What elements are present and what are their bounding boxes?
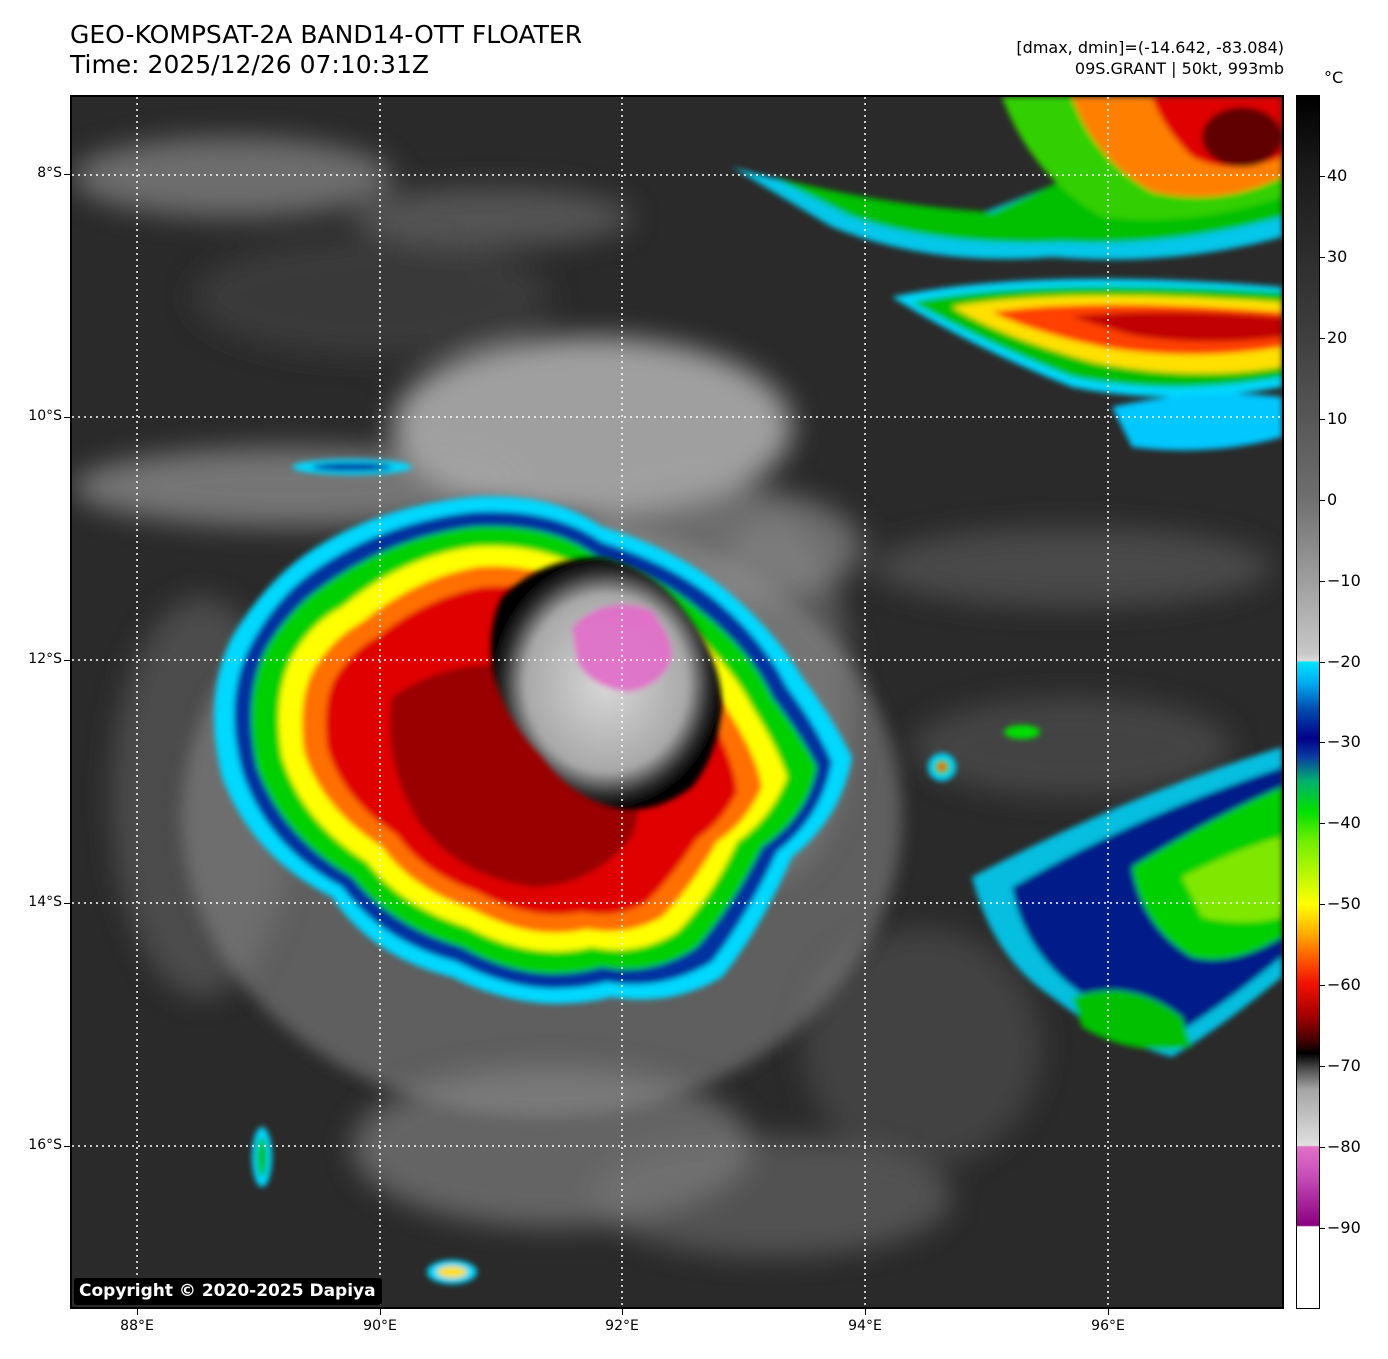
colorbar-tick-label: 10 (1327, 409, 1348, 428)
lat-label-16s: 16°S (28, 1137, 62, 1153)
lat-tick (64, 174, 70, 175)
colorbar-tick-label: −70 (1327, 1056, 1361, 1075)
temperature-colorbar (1296, 95, 1320, 1309)
lat-label-8s: 8°S (37, 165, 62, 181)
background-clouds (72, 137, 1272, 1257)
lon-label-94e: 94°E (848, 1318, 882, 1334)
lat-lon-grid (72, 97, 1282, 1307)
lon-label-92e: 92°E (605, 1318, 639, 1334)
colorbar-tick-label: −30 (1327, 732, 1361, 751)
lat-label-14s: 14°S (28, 894, 62, 910)
lat-tick (64, 903, 70, 904)
colorbar-tick (1320, 823, 1325, 824)
lat-tick (64, 417, 70, 418)
colorbar-tick (1320, 500, 1325, 501)
colorbar-tick (1320, 1228, 1325, 1229)
colorbar-tick-label: −20 (1327, 652, 1361, 671)
colorbar-tick-label: −50 (1327, 894, 1361, 913)
colorbar-tick (1320, 662, 1325, 663)
colorbar-tick-label: 40 (1327, 166, 1348, 185)
lon-tick (622, 1309, 623, 1315)
colorbar-tick (1320, 257, 1325, 258)
colorbar-unit: °C (1324, 68, 1344, 87)
colorbar-tick (1320, 581, 1325, 582)
lat-label-12s: 12°S (28, 651, 62, 667)
lon-tick (137, 1309, 138, 1315)
colorbar-tick-label: −80 (1327, 1137, 1361, 1156)
colorbar-tick-label: −40 (1327, 813, 1361, 832)
colorbar-tick (1320, 419, 1325, 420)
satellite-image-panel: Copyright © 2020-2025 Dapiya (70, 95, 1284, 1309)
central-cold-cloud-top (490, 557, 722, 810)
colorbar-tick (1320, 742, 1325, 743)
colorbar-tick (1320, 176, 1325, 177)
storm-name-intensity: 09S.GRANT | 50kt, 993mb (1074, 59, 1284, 78)
figure-title: GEO-KOMPSAT-2A BAND14-OTT FLOATER Time: … (70, 20, 582, 80)
storm-info: [dmax, dmin]=(-14.642, -83.084) 09S.GRAN… (1016, 37, 1284, 79)
colorbar-tick-label: 30 (1327, 247, 1348, 266)
southeast-convection (972, 747, 1282, 1057)
copyright-label: Copyright © 2020-2025 Dapiya (74, 1278, 382, 1305)
dmax-dmin-text: [dmax, dmin]=(-14.642, -83.084) (1016, 38, 1284, 57)
lat-tick (64, 660, 70, 661)
title-line-1: GEO-KOMPSAT-2A BAND14-OTT FLOATER (70, 20, 583, 49)
ir-imagery (72, 97, 1282, 1307)
colorbar-tick-label: −60 (1327, 975, 1361, 994)
colorbar-tick (1320, 1147, 1325, 1148)
colorbar-tick-label: −90 (1327, 1218, 1361, 1237)
colorbar-tick-label: 0 (1327, 490, 1338, 509)
lon-tick (865, 1309, 866, 1315)
colorbar-tick (1320, 1066, 1325, 1067)
northeast-convection (732, 97, 1282, 451)
scattered-cells (252, 459, 1040, 1284)
colorbar-tick (1320, 904, 1325, 905)
colorbar-tick (1320, 985, 1325, 986)
title-time-line: Time: 2025/12/26 07:10:31Z (70, 50, 429, 79)
colorbar-tick (1320, 338, 1325, 339)
lat-label-10s: 10°S (28, 408, 62, 424)
colorbar-tick-label: 20 (1327, 328, 1348, 347)
lon-label-96e: 96°E (1091, 1318, 1125, 1334)
lon-tick (380, 1309, 381, 1315)
lon-label-90e: 90°E (363, 1318, 397, 1334)
lon-tick (1108, 1309, 1109, 1315)
lat-tick (64, 1146, 70, 1147)
lon-label-88e: 88°E (120, 1318, 154, 1334)
colorbar-tick-label: −10 (1327, 571, 1361, 590)
